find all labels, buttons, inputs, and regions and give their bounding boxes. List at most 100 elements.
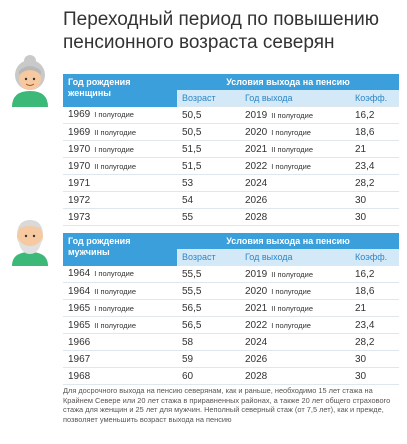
- column-header: Год выхода: [240, 90, 350, 107]
- birth-cell: 1969 II полугодие: [63, 123, 177, 141]
- year: 1964: [68, 268, 91, 280]
- age-cell: 50,5: [177, 123, 240, 141]
- half: II полугодие: [94, 161, 137, 171]
- half: I полугодие: [94, 144, 134, 154]
- exit-year: 2019: [245, 268, 268, 280]
- age-cell: 55,5: [177, 282, 240, 300]
- coef-cell: 30: [350, 191, 399, 209]
- exit-cell: 2026: [240, 191, 350, 209]
- year: 1969: [68, 126, 91, 138]
- exit-year: 2021: [245, 143, 268, 155]
- column-header: Коэфф.: [350, 249, 399, 266]
- age-cell: 60: [177, 367, 240, 385]
- coef-cell: 28,2: [350, 174, 399, 192]
- birth-cell: 1967: [63, 350, 177, 368]
- row: 1966 58 2024 28,2: [63, 333, 399, 351]
- row: 1964 II полугодие 55,5 2020 I полугодие 18,6: [63, 282, 399, 300]
- exit-cell: 2021 II полугодие: [240, 140, 350, 158]
- exit-half: I полугодие: [271, 127, 311, 137]
- column-header: Возраст: [177, 249, 240, 266]
- exit-year: 2028: [245, 211, 268, 223]
- exit-cell: 2022 I полугодие: [240, 316, 350, 334]
- row: 1967 59 2026 30: [63, 350, 399, 368]
- year: 1966: [68, 336, 91, 348]
- birth-cell: 1973: [63, 208, 177, 226]
- half: II полугодие: [94, 286, 137, 296]
- coef-cell: 30: [350, 367, 399, 385]
- coef-cell: 28,2: [350, 333, 399, 351]
- birth-cell: 1969 I полугодие: [63, 106, 177, 124]
- exit-cell: 2019 II полугодие: [240, 106, 350, 124]
- coef-cell: 21: [350, 299, 399, 317]
- column-header: Возраст: [177, 90, 240, 107]
- exit-half: I полугодие: [271, 286, 311, 296]
- exit-year: 2026: [245, 194, 268, 206]
- age-cell: 55: [177, 208, 240, 226]
- age-cell: 56,5: [177, 316, 240, 334]
- row: 1970 II полугодие 51,5 2022 I полугодие 23,4: [63, 157, 399, 175]
- exit-half: II полугодие: [271, 110, 314, 120]
- title-line: Переходный период по повышению: [63, 9, 379, 30]
- exit-cell: 2024: [240, 333, 350, 351]
- row: 1965 I полугодие 56,5 2021 II полугодие 21: [63, 299, 399, 317]
- year: 1967: [68, 353, 91, 365]
- year: 1964: [68, 285, 91, 297]
- column-header: Коэфф.: [350, 90, 399, 107]
- exit-half: II полугодие: [271, 269, 314, 279]
- half: II полугодие: [94, 320, 137, 330]
- birth-cell: 1968: [63, 367, 177, 385]
- table: Год рождения женщины Условия выхода на пе…: [63, 74, 399, 226]
- header-row: Год рождения женщины Условия выхода на пе…: [63, 74, 399, 107]
- year: 1972: [68, 194, 91, 206]
- half: I полугодие: [94, 303, 134, 313]
- exit-cell: 2028: [240, 367, 350, 385]
- exit-cell: 2019 II полугодие: [240, 265, 350, 283]
- exit-cell: 2024: [240, 174, 350, 192]
- age-cell: 58: [177, 333, 240, 351]
- exit-year: 2024: [245, 336, 268, 348]
- exit-year: 2024: [245, 177, 268, 189]
- exit-cell: 2022 I полугодие: [240, 157, 350, 175]
- age-cell: 56,5: [177, 299, 240, 317]
- birth-cell: 1964 II полугодие: [63, 282, 177, 300]
- year: 1965: [68, 302, 91, 314]
- title-line: пенсионного возраста северян: [63, 32, 335, 53]
- coef-cell: 23,4: [350, 316, 399, 334]
- age-cell: 51,5: [177, 157, 240, 175]
- year: 1971: [68, 177, 91, 189]
- title: Переходный период по повышению пенсионно…: [63, 8, 379, 54]
- exit-cell: 2020 I полугодие: [240, 282, 350, 300]
- birth-cell: 1972: [63, 191, 177, 209]
- exit-cell: 2020 I полугодие: [240, 123, 350, 141]
- coef-cell: 30: [350, 350, 399, 368]
- header-row: Год рождения мужчины Условия выхода на пе…: [63, 233, 399, 266]
- coef-cell: 23,4: [350, 157, 399, 175]
- birth-cell: 1966: [63, 333, 177, 351]
- birth-cell: 1970 II полугодие: [63, 157, 177, 175]
- coef-cell: 21: [350, 140, 399, 158]
- exit-year: 2026: [245, 353, 268, 365]
- age-cell: 55,5: [177, 265, 240, 283]
- exit-year: 2020: [245, 126, 268, 138]
- exit-year: 2022: [245, 160, 268, 172]
- row: 1969 II полугодие 50,5 2020 I полугодие 18,6: [63, 123, 399, 141]
- birth-header: Год рождения женщины: [63, 74, 177, 107]
- exit-cell: 2026: [240, 350, 350, 368]
- row: 1973 55 2028 30: [63, 208, 399, 226]
- age-cell: 53: [177, 174, 240, 192]
- age-cell: 59: [177, 350, 240, 368]
- subheader-row: Возраст Год выхода Коэфф.: [63, 90, 399, 107]
- row: 1971 53 2024 28,2: [63, 174, 399, 192]
- age-cell: 50,5: [177, 106, 240, 124]
- row: 1965 II полугодие 56,5 2022 I полугодие 23,4: [63, 316, 399, 334]
- column-header: Год выхода: [240, 249, 350, 266]
- exit-year: 2028: [245, 370, 268, 382]
- birth-cell: 1964 I полугодие: [63, 265, 177, 283]
- age-cell: 51,5: [177, 140, 240, 158]
- coef-cell: 16,2: [350, 265, 399, 283]
- exit-cell: 2021 II полугодие: [240, 299, 350, 317]
- exit-year: 2020: [245, 285, 268, 297]
- birth-cell: 1965 I полугодие: [63, 299, 177, 317]
- year: 1970: [68, 143, 91, 155]
